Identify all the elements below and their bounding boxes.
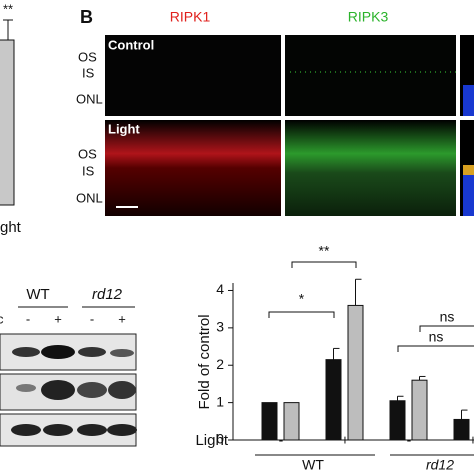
significance: ns: [440, 309, 455, 325]
micrograph: [105, 120, 281, 216]
y-tick-label: 4: [216, 281, 224, 297]
bracket: [397, 345, 474, 352]
row-marker: c: [0, 311, 4, 326]
y-tick-label: 3: [216, 319, 224, 335]
x-label: ght: [0, 219, 22, 236]
significance: **: [319, 243, 330, 259]
y-tick-label: 0: [216, 431, 224, 447]
x-axis-title: Light: [195, 432, 228, 449]
bar-fragment: [0, 39, 15, 206]
treatment: +: [118, 311, 126, 326]
bracket: [419, 325, 474, 332]
layer-label: OS: [78, 49, 97, 64]
column-label: RIPK1: [170, 9, 211, 25]
y-tick-label: 2: [216, 356, 224, 372]
y-axis-title: Fold of control: [196, 314, 213, 409]
significance: *: [299, 291, 305, 307]
group-label: WT: [26, 286, 49, 303]
group-label: rd12: [92, 286, 123, 303]
bracket: [268, 311, 335, 318]
layer-label: IS: [82, 163, 95, 178]
micrograph: [463, 165, 474, 175]
row-label: Light: [108, 121, 140, 136]
bar: [283, 402, 300, 441]
bar: [261, 402, 278, 441]
treatment: +: [54, 311, 62, 326]
bracket: [291, 261, 357, 268]
column-label: RIPK3: [348, 9, 389, 25]
micrograph: [463, 165, 474, 216]
y-tick-label: 1: [216, 393, 224, 409]
micrograph: [105, 35, 281, 116]
blot-image: [0, 333, 137, 447]
layer-label: OS: [78, 146, 97, 161]
bar: [389, 400, 406, 441]
bar: [347, 304, 364, 441]
bar: [453, 418, 470, 441]
group-label: rd12: [426, 457, 454, 473]
treatment: -: [90, 311, 94, 326]
panel-letter: B: [80, 7, 93, 27]
micrograph: [285, 35, 456, 116]
significance: **: [3, 1, 13, 16]
micrograph: [463, 85, 474, 116]
layer-label: IS: [82, 65, 95, 80]
bar: [325, 359, 342, 441]
group-label: WT: [302, 457, 324, 473]
significance: ns: [429, 329, 444, 345]
treatment: -: [26, 311, 30, 326]
bar: [411, 379, 428, 441]
row-label: Control: [108, 37, 154, 52]
layer-label: ONL: [76, 190, 103, 205]
micrograph: [285, 120, 456, 216]
layer-label: ONL: [76, 91, 103, 106]
